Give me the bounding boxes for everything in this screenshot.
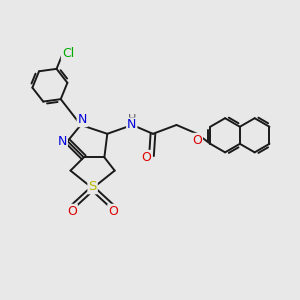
Text: S: S <box>88 180 97 193</box>
Text: O: O <box>141 151 151 164</box>
Text: N: N <box>58 135 67 148</box>
Text: N: N <box>78 113 87 126</box>
Text: O: O <box>192 134 202 147</box>
Text: N: N <box>127 118 136 131</box>
Text: O: O <box>108 205 118 218</box>
Text: Cl: Cl <box>62 47 74 60</box>
Text: H: H <box>128 114 136 124</box>
Text: O: O <box>67 205 77 218</box>
